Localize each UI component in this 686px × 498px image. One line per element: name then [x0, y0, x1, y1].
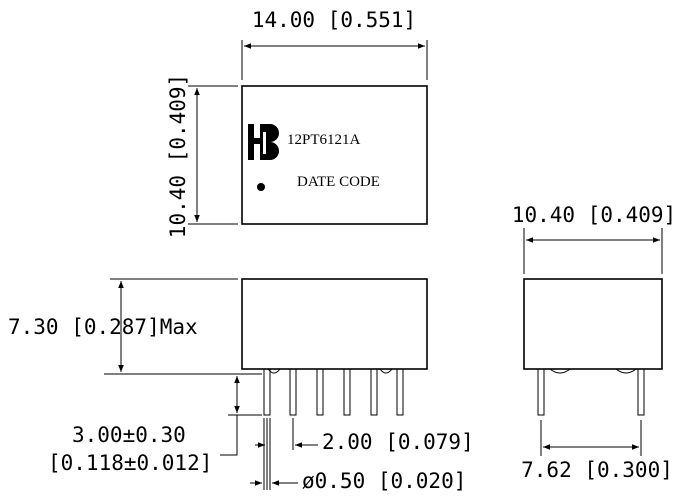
side-view-body: [523, 278, 663, 370]
pin-pitch-label: 2.00 [0.079]: [322, 430, 474, 454]
pin: [316, 368, 324, 416]
pin: [370, 368, 378, 416]
side-view: 10.40 [0.409] 7.62 [0.300]: [512, 203, 676, 482]
pin1-dot: [257, 183, 265, 191]
front-height-label: 7.30 [0.287]Max: [8, 315, 198, 339]
side-width-label: 10.40 [0.409]: [512, 203, 676, 227]
top-view: 14.00 [0.551] 10.40 [0.409] 12PT6121A DA…: [166, 8, 428, 238]
pin: [343, 368, 351, 416]
side-pin: [537, 368, 545, 416]
front-pins: [263, 368, 404, 416]
top-height-label: 10.40 [0.409]: [166, 74, 190, 238]
pin: [396, 368, 404, 416]
top-view-body: [241, 85, 428, 225]
top-width-label: 14.00 [0.551]: [252, 8, 416, 32]
pin-spacing-label: 7.62 [0.300]: [521, 458, 673, 482]
pin: [289, 368, 297, 416]
front-view-body: [241, 278, 428, 370]
part-number: 12PT6121A: [287, 132, 361, 148]
date-code: DATE CODE: [297, 174, 380, 190]
pin: [263, 368, 271, 416]
pin-length-label-line1: 3.00±0.30: [72, 423, 186, 447]
front-view: 7.30 [0.287]Max 3.00±0.30 [0.118±0.012] …: [8, 278, 474, 493]
pin-diameter-label: ø0.50 [0.020]: [302, 469, 466, 493]
side-pin: [637, 368, 645, 416]
hb-logo-icon: [248, 124, 279, 160]
pin-length-label-line2: [0.118±0.012]: [48, 451, 212, 475]
